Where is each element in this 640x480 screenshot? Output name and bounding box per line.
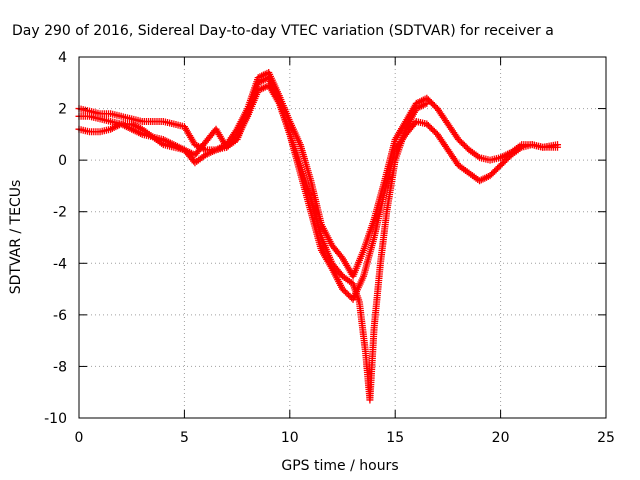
x-tick-label: 10: [281, 430, 299, 446]
points-layer: [75, 68, 562, 404]
y-tick-label: -6: [53, 308, 67, 324]
grid-layer: [78, 56, 607, 419]
x-axis-label: GPS time / hours: [281, 458, 398, 474]
data-point: [554, 143, 562, 151]
y-tick-label: 2: [58, 102, 67, 118]
y-axis-label: SDTVAR / TECUs: [8, 180, 24, 295]
x-tick-label: 20: [492, 430, 510, 446]
y-tick-label: -4: [53, 256, 67, 272]
x-tick-label: 5: [180, 430, 189, 446]
y-tick-label: -2: [53, 205, 67, 221]
data-point: [423, 99, 431, 107]
y-tick-label: -8: [53, 359, 67, 375]
x-tick-labels: 0 5 10 15 20 25: [75, 430, 615, 446]
y-tick-label: -10: [44, 411, 67, 427]
x-tick-label: 15: [386, 430, 404, 446]
plot-border: [78, 56, 607, 419]
x-tick-label: 25: [597, 430, 615, 446]
x-tick-label: 0: [75, 430, 84, 446]
y-tick-label: 4: [58, 50, 67, 66]
y-tick-labels: 4 2 0 -2 -4 -6 -8 -10: [44, 50, 67, 427]
chart-title: Day 290 of 2016, Sidereal Day-to-day VTE…: [12, 23, 554, 39]
y-tick-label: 0: [58, 153, 67, 169]
